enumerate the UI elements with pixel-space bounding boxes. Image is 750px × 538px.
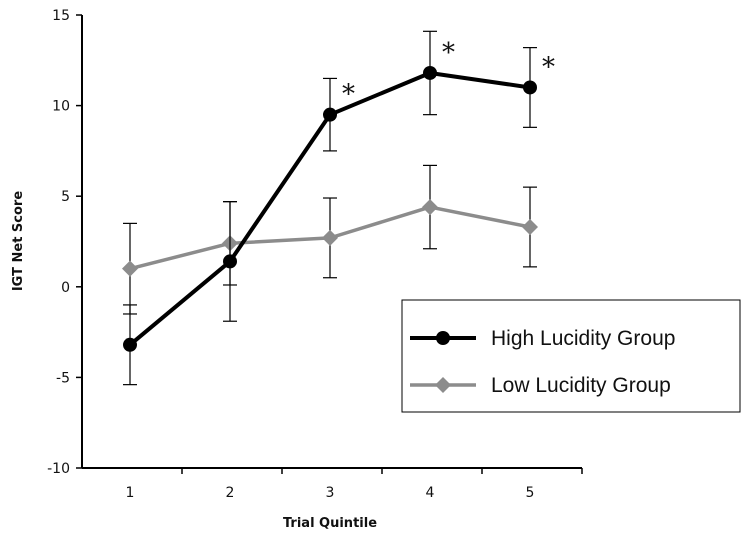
data-point-diamond	[122, 260, 138, 277]
legend-label: High Lucidity Group	[491, 327, 675, 350]
x-tick-label: 4	[426, 485, 435, 501]
data-point-circle	[223, 254, 237, 269]
x-tick-label: 3	[326, 485, 335, 501]
axes	[81, 15, 582, 469]
legend-marker-circle	[436, 331, 450, 345]
legend-label: Low Lucidity Group	[491, 374, 671, 397]
y-tick-label: -10	[47, 461, 70, 477]
series-low-lucidity	[122, 164, 538, 315]
data-point-circle	[523, 80, 537, 95]
y-tick-label: 0	[61, 280, 70, 296]
legend-box	[401, 299, 741, 413]
x-ticks: 1 2 3 4 5	[126, 468, 583, 501]
y-tick-label: -5	[56, 370, 70, 386]
significance-marker: *	[442, 38, 455, 68]
data-point-circle	[423, 65, 437, 80]
y-axis-title: IGT Net Score	[11, 191, 26, 292]
legend-entry: High Lucidity Group	[410, 327, 675, 350]
series-high-lucidity: * * *	[123, 30, 555, 386]
significance-marker: *	[342, 80, 355, 110]
data-point-diamond	[522, 219, 538, 236]
plot-area: * * *	[122, 30, 555, 386]
legend-entry: Low Lucidity Group	[410, 374, 671, 397]
x-tick-label: 5	[526, 485, 535, 501]
y-tick-label: 10	[52, 99, 70, 115]
data-point-circle	[323, 107, 337, 122]
data-point-diamond	[422, 199, 438, 216]
x-tick-label: 2	[226, 485, 235, 501]
significance-marker: *	[542, 52, 555, 82]
data-point-diamond	[322, 229, 338, 246]
data-point-circle	[123, 337, 137, 352]
x-axis-title: Trial Quintile	[283, 516, 377, 531]
legend-marker-diamond	[435, 377, 451, 393]
legend: High Lucidity Group Low Lucidity Group	[401, 299, 741, 413]
y-tick-label: 5	[61, 189, 70, 205]
y-tick-label: 15	[52, 8, 70, 24]
y-ticks: -10 -5 0 5 10 15	[47, 8, 82, 477]
x-tick-label: 1	[126, 485, 135, 501]
